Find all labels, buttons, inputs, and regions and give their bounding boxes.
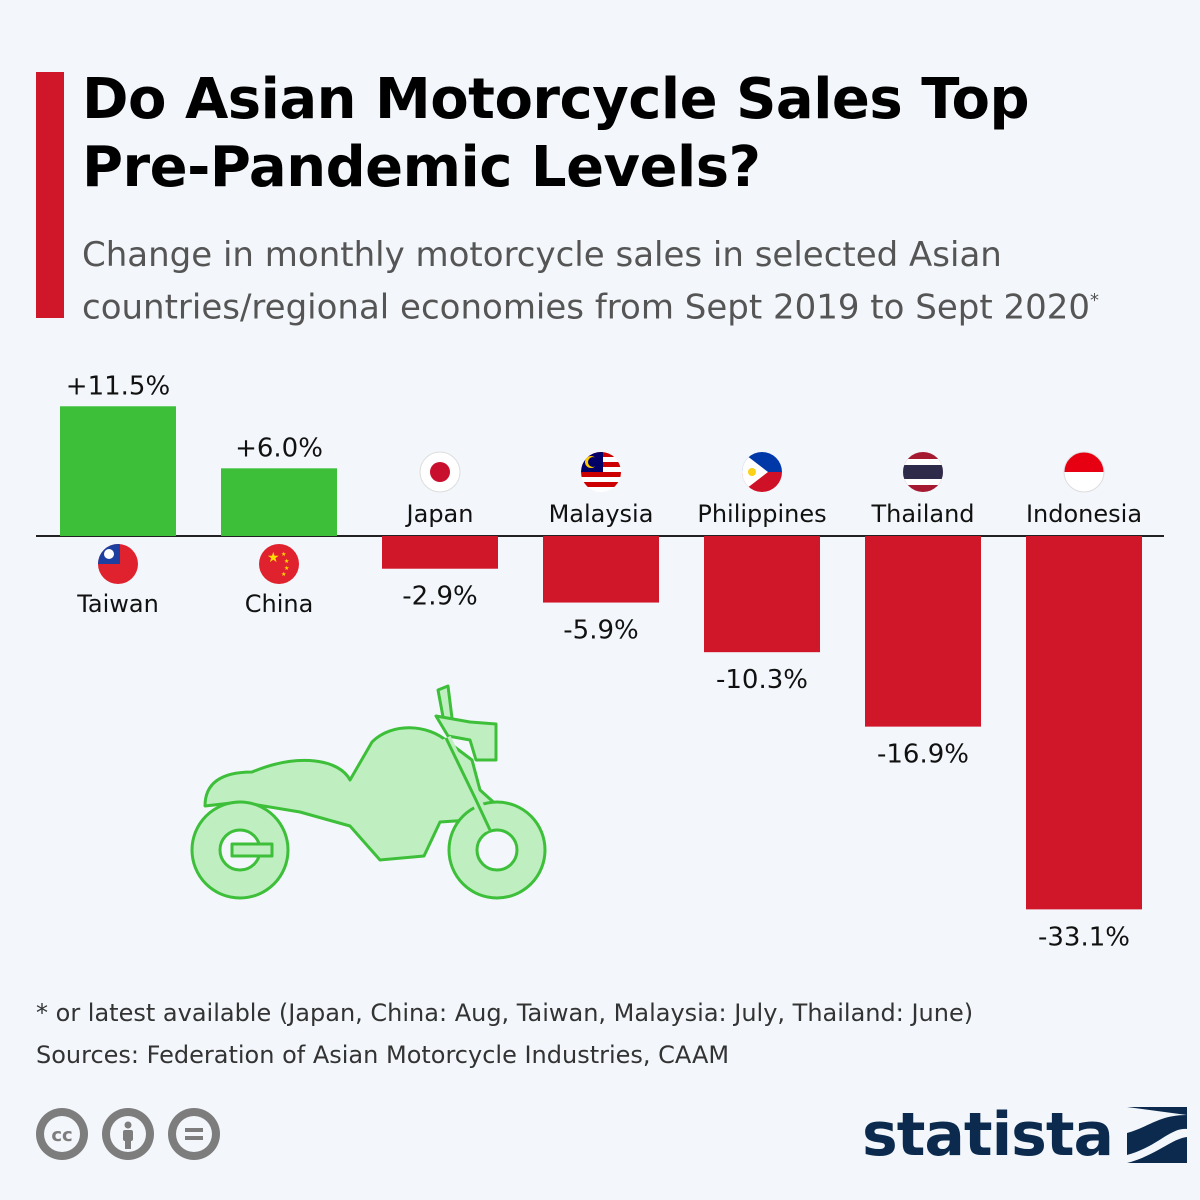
thailand-flag-icon [903, 452, 943, 492]
japan-flag-icon [419, 451, 461, 493]
category-label-thailand: Thailand [870, 500, 974, 528]
value-label-philippines: -10.3% [716, 665, 808, 695]
svg-text:★: ★ [284, 565, 289, 572]
cc-icon[interactable]: cc [36, 1108, 88, 1160]
bar-china [221, 468, 337, 536]
china-flag-icon: ★ ★ ★ ★ ★ [259, 544, 299, 584]
footnote-block: * or latest available (Japan, China: Aug… [36, 992, 973, 1076]
category-label-philippines: Philippines [697, 500, 826, 528]
value-label-malaysia: -5.9% [563, 616, 638, 646]
sources-text: Sources: Federation of Asian Motorcycle … [36, 1041, 730, 1069]
svg-text:cc: cc [51, 1125, 72, 1146]
value-label-japan: -2.9% [402, 582, 477, 612]
bar-malaysia [543, 536, 659, 603]
value-label-indonesia: -33.1% [1038, 922, 1130, 952]
bar-thailand [865, 536, 981, 727]
bar-philippines [704, 536, 820, 653]
svg-text:★: ★ [281, 551, 286, 558]
indonesia-flag-icon [1063, 451, 1105, 493]
svg-text:★: ★ [281, 571, 286, 578]
chart-title: Do Asian Motorcycle Sales Top Pre-Pandem… [82, 67, 1030, 200]
svg-text:★: ★ [267, 550, 280, 566]
subtitle-footnote-mark: * [1090, 290, 1099, 311]
category-label-taiwan: Taiwan [76, 590, 159, 618]
footnote-text: * or latest available (Japan, China: Aug… [36, 999, 974, 1027]
svg-text:★: ★ [284, 558, 289, 565]
title-accent-bar [36, 72, 64, 318]
chart-subtitle: Change in monthly motorcycle sales in se… [82, 232, 1182, 330]
statista-mark-icon [1127, 1107, 1188, 1163]
value-label-thailand: -16.9% [877, 740, 969, 770]
attribution-icon[interactable] [102, 1108, 154, 1160]
statista-wordmark: statista [862, 1100, 1114, 1170]
malaysia-flag-icon [581, 452, 621, 492]
subtitle-text: Change in monthly motorcycle sales in se… [82, 235, 1090, 328]
category-label-china: China [245, 590, 314, 618]
bar-indonesia [1026, 536, 1142, 910]
bar-taiwan [60, 406, 176, 536]
bar-japan [382, 536, 498, 569]
value-label-taiwan: +11.5% [66, 371, 170, 401]
category-label-indonesia: Indonesia [1026, 500, 1142, 528]
motorcycle-illustration [190, 684, 547, 900]
philippines-flag-icon [742, 452, 782, 492]
license-icons: cc [36, 1108, 220, 1160]
statista-logo[interactable]: statista [862, 1100, 1188, 1170]
category-label-malaysia: Malaysia [549, 500, 654, 528]
category-label-japan: Japan [405, 500, 474, 528]
value-label-china: +6.0% [235, 433, 323, 463]
taiwan-flag-icon [98, 544, 138, 584]
no-derivatives-icon[interactable] [168, 1108, 220, 1160]
